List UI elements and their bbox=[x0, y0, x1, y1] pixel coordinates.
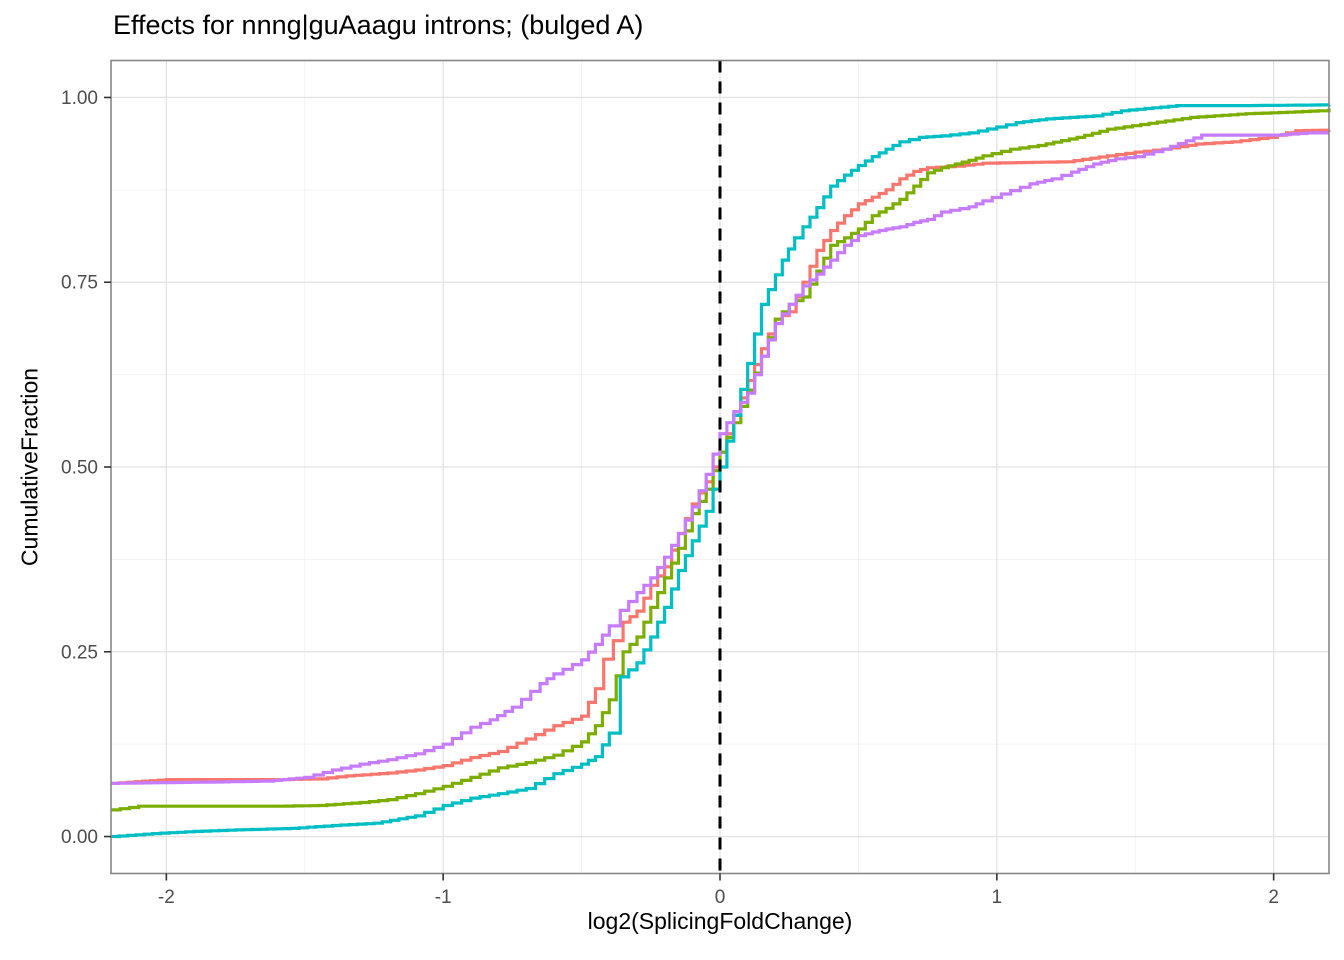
x-tick-label: -1 bbox=[435, 887, 452, 908]
x-tick-label: 0 bbox=[715, 887, 726, 908]
y-axis-title: CumulativeFraction bbox=[16, 367, 43, 567]
x-tick-label: -2 bbox=[158, 887, 175, 908]
x-axis-title: log2(SplicingFoldChange) bbox=[587, 908, 853, 934]
y-tick-label: 0.50 bbox=[61, 458, 98, 479]
y-tick-label: 0.75 bbox=[61, 273, 98, 294]
y-tick-label: 0.00 bbox=[61, 827, 98, 848]
y-tick-label: 1.00 bbox=[61, 88, 98, 109]
series-teal-line bbox=[111, 103, 1331, 839]
series-olive-line bbox=[111, 108, 1331, 812]
x-tick-label: 2 bbox=[1268, 887, 1279, 908]
series-violet-line bbox=[111, 131, 1329, 785]
x-tick-label: 1 bbox=[992, 887, 1003, 908]
y-tick-label: 0.25 bbox=[61, 642, 98, 663]
plot-title: Effects for nnng|guAaagu introns; (bulge… bbox=[113, 10, 644, 40]
